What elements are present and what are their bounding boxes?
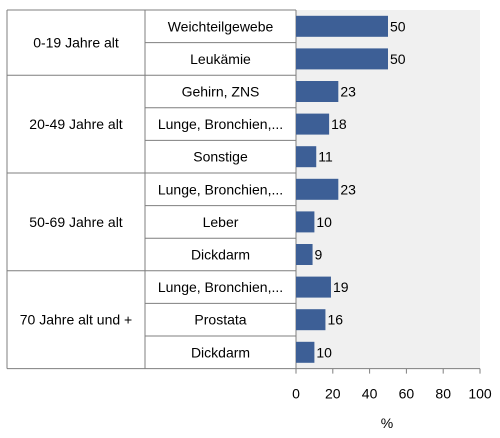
tick-label: 100 bbox=[468, 386, 492, 402]
category-label: Lunge, Bronchien,... bbox=[158, 116, 283, 132]
group-label: 50-69 Jahre alt bbox=[29, 214, 123, 230]
bar bbox=[296, 276, 331, 298]
category-label: Lunge, Bronchien,... bbox=[158, 181, 283, 197]
tick-label: 80 bbox=[435, 386, 451, 402]
bar bbox=[296, 178, 339, 200]
bar bbox=[296, 309, 326, 331]
category-label: Weichteilgewebe bbox=[168, 18, 274, 34]
category-label: Lunge, Bronchien,... bbox=[158, 279, 283, 295]
labels: Weichteilgewebe 50 Leukämie 50 0-19 Jahre al… bbox=[20, 18, 406, 360]
bar bbox=[296, 341, 315, 363]
bar bbox=[296, 244, 313, 265]
x-axis-label: % bbox=[381, 415, 393, 431]
category-label: Dickdarm bbox=[191, 247, 250, 263]
tick-label: 40 bbox=[362, 386, 378, 402]
group-label: 70 Jahre alt und + bbox=[20, 312, 132, 328]
category-label: Leukämie bbox=[190, 51, 251, 67]
bar bbox=[296, 81, 339, 102]
bars bbox=[296, 15, 388, 363]
category-label: Dickdarm bbox=[191, 344, 250, 360]
data-label: 50 bbox=[390, 51, 406, 67]
bar bbox=[296, 15, 388, 37]
data-label: 50 bbox=[390, 18, 406, 34]
bar bbox=[296, 146, 317, 168]
data-label: 10 bbox=[316, 344, 332, 360]
group-label: 0-19 Jahre alt bbox=[33, 35, 119, 51]
category-label: Gehirn, ZNS bbox=[182, 84, 260, 100]
bar bbox=[296, 211, 315, 233]
tick-label: 0 bbox=[292, 386, 300, 402]
tick-label: 20 bbox=[325, 386, 341, 402]
data-label: 23 bbox=[340, 181, 356, 197]
category-label: Sonstige bbox=[193, 149, 248, 165]
data-label: 11 bbox=[318, 149, 333, 165]
data-label: 19 bbox=[333, 279, 349, 295]
tick-label: 60 bbox=[399, 386, 415, 402]
category-label: Prostata bbox=[194, 312, 246, 328]
bar bbox=[296, 113, 330, 135]
group-label: 20-49 Jahre alt bbox=[29, 116, 123, 132]
data-label: 10 bbox=[316, 214, 332, 230]
x-axis: 0 20 40 60 80 100 bbox=[292, 368, 492, 402]
data-label: 16 bbox=[327, 312, 343, 328]
category-label: Leber bbox=[203, 214, 239, 230]
data-label: 18 bbox=[331, 116, 347, 132]
data-label: 23 bbox=[340, 84, 356, 100]
data-label: 9 bbox=[315, 247, 323, 263]
bar bbox=[296, 48, 388, 70]
